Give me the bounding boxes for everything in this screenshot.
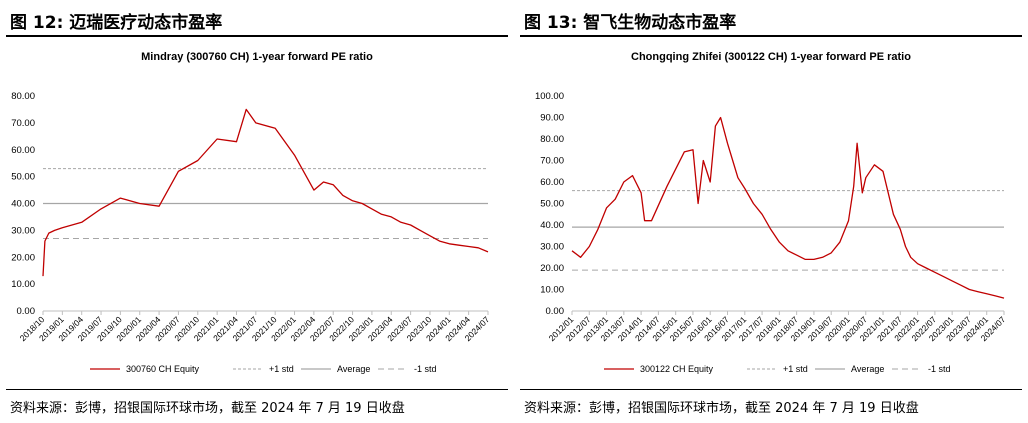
right-panel: 图 13: 智飞生物动态市盈率 Chongqing Zhifei (300122… [514,0,1028,423]
source-rule [520,389,1022,390]
y-tick-label: 10.00 [540,285,564,296]
left-panel: 图 12: 迈瑞医疗动态市盈率 Mindray (300760 CH) 1-ye… [6,13,508,416]
y-tick-label: 10.00 [11,279,35,290]
legend-minus1-std-label: -1 std [928,364,951,374]
legend-minus1-std-label: -1 std [414,364,437,374]
title-rule [520,35,1022,37]
chart-title: Mindray (300760 CH) 1-year forward PE ra… [141,51,373,63]
legend-plus1-std-label: +1 std [783,364,808,374]
y-tick-label: 50.00 [11,172,35,183]
y-tick-label: 40.00 [540,220,564,231]
source-rule [6,389,508,390]
legend-average-label: Average [851,364,884,374]
series-line [42,108,489,277]
y-tick-label: 40.00 [11,199,35,210]
series-line [571,116,1005,299]
y-tick-label: 60.00 [11,145,35,156]
source-note: 资料来源：彭博，招银国际环球市场，截至 2024 年 7 月 19 日收盘 [524,401,919,416]
y-tick-label: 30.00 [11,225,35,236]
mindray-pe-chart: Mindray (300760 CH) 1-year forward PE ra… [11,51,491,374]
chart-title: Chongqing Zhifei (300122 CH) 1-year forw… [631,51,911,63]
y-tick-label: 30.00 [540,242,564,253]
y-tick-label: 20.00 [11,252,35,263]
zhifei-pe-chart: Chongqing Zhifei (300122 CH) 1-year forw… [535,51,1008,374]
y-tick-label: 80.00 [540,134,564,145]
legend-average-label: Average [337,364,370,374]
title-rule [6,35,508,37]
figure-title: 图 13: 智飞生物动态市盈率 [524,13,737,33]
y-tick-label: 70.00 [11,118,35,129]
y-tick-label: 80.00 [11,91,35,102]
y-tick-label: 100.00 [535,91,564,102]
y-tick-label: 0.00 [546,306,565,317]
figure-title: 图 12: 迈瑞医疗动态市盈率 [10,13,223,33]
y-tick-label: 70.00 [540,156,564,167]
y-tick-label: 50.00 [540,199,564,210]
legend-series-label: 300122 CH Equity [640,364,714,374]
legend-series-label: 300760 CH Equity [126,364,200,374]
y-tick-label: 0.00 [17,306,36,317]
y-tick-label: 60.00 [540,177,564,188]
y-tick-label: 90.00 [540,113,564,124]
y-tick-label: 20.00 [540,263,564,274]
legend-plus1-std-label: +1 std [269,364,294,374]
source-note: 资料来源：彭博，招银国际环球市场，截至 2024 年 7 月 19 日收盘 [10,401,405,416]
